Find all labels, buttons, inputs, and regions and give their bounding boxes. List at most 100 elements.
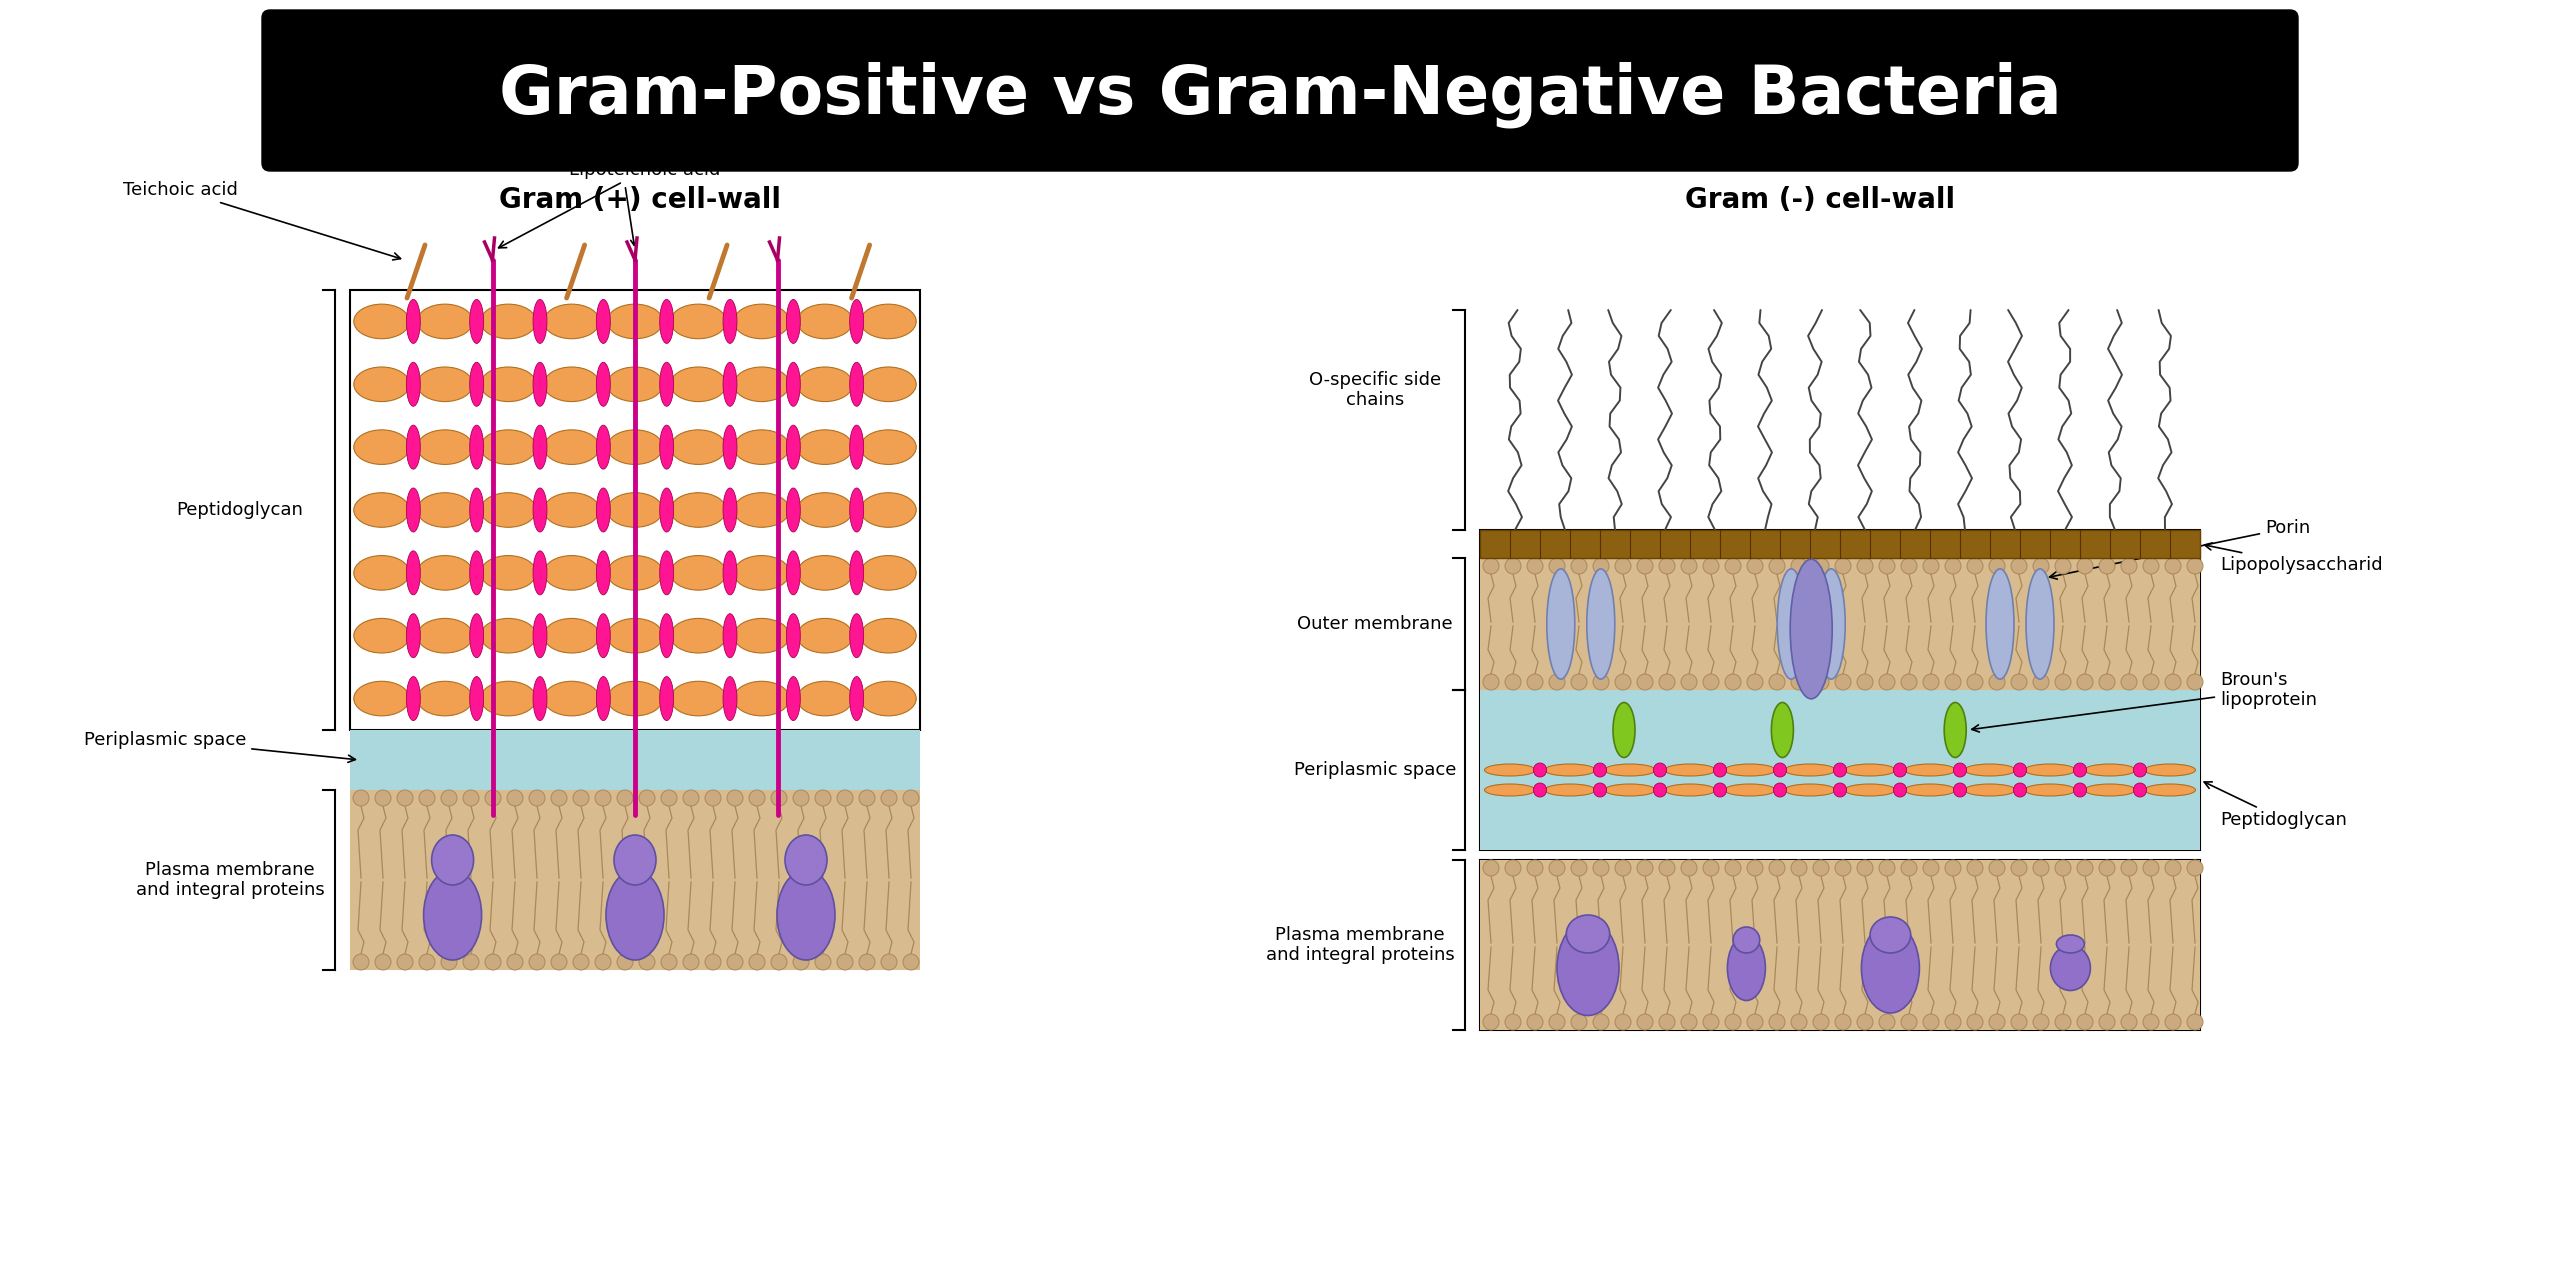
Ellipse shape — [1533, 783, 1546, 797]
Ellipse shape — [850, 300, 863, 343]
Ellipse shape — [2145, 783, 2196, 796]
Ellipse shape — [532, 488, 548, 532]
Circle shape — [1769, 675, 1784, 690]
Circle shape — [704, 790, 722, 806]
Circle shape — [1549, 860, 1564, 876]
Ellipse shape — [433, 835, 474, 884]
Ellipse shape — [2012, 783, 2028, 797]
Circle shape — [2012, 558, 2028, 573]
Bar — [1480, 860, 2199, 1030]
Ellipse shape — [417, 305, 474, 339]
Bar — [1480, 690, 2199, 850]
Ellipse shape — [2145, 764, 2196, 776]
Text: Peptidoglycan: Peptidoglycan — [2204, 782, 2348, 829]
Circle shape — [904, 954, 919, 970]
Circle shape — [1902, 558, 1917, 573]
Circle shape — [1812, 558, 1828, 573]
Ellipse shape — [607, 367, 663, 402]
Circle shape — [1946, 675, 1961, 690]
Circle shape — [2122, 675, 2138, 690]
Circle shape — [617, 790, 632, 806]
Circle shape — [420, 954, 435, 970]
Circle shape — [1812, 675, 1828, 690]
Ellipse shape — [1784, 783, 1836, 796]
Circle shape — [1856, 558, 1874, 573]
Circle shape — [374, 954, 392, 970]
Ellipse shape — [850, 613, 863, 658]
Text: Gram (+) cell-wall: Gram (+) cell-wall — [499, 186, 781, 214]
Ellipse shape — [850, 488, 863, 532]
Circle shape — [1682, 675, 1697, 690]
Circle shape — [750, 954, 765, 970]
Ellipse shape — [1544, 764, 1595, 776]
Ellipse shape — [543, 305, 599, 339]
Ellipse shape — [786, 425, 801, 470]
Circle shape — [1989, 558, 2004, 573]
Ellipse shape — [786, 550, 801, 595]
Ellipse shape — [671, 493, 727, 527]
Ellipse shape — [1544, 783, 1595, 796]
Circle shape — [1725, 1014, 1741, 1030]
Ellipse shape — [596, 613, 609, 658]
Circle shape — [1746, 558, 1764, 573]
Text: Lipopolysaccharid: Lipopolysaccharid — [2204, 543, 2383, 573]
Circle shape — [814, 954, 832, 970]
Circle shape — [1902, 860, 1917, 876]
Ellipse shape — [660, 677, 673, 721]
Circle shape — [727, 954, 742, 970]
Ellipse shape — [407, 425, 420, 470]
Ellipse shape — [1833, 763, 1846, 777]
Circle shape — [750, 790, 765, 806]
Ellipse shape — [786, 677, 801, 721]
Circle shape — [397, 954, 412, 970]
Text: Gram-Positive vs Gram-Negative Bacteria: Gram-Positive vs Gram-Negative Bacteria — [499, 61, 2061, 128]
Ellipse shape — [660, 425, 673, 470]
Ellipse shape — [532, 677, 548, 721]
Ellipse shape — [660, 613, 673, 658]
Text: Periplasmic space: Periplasmic space — [1293, 762, 1457, 780]
Circle shape — [794, 954, 809, 970]
Ellipse shape — [850, 550, 863, 595]
Ellipse shape — [353, 493, 410, 527]
Ellipse shape — [1725, 783, 1777, 796]
Circle shape — [1659, 1014, 1674, 1030]
Circle shape — [2012, 1014, 2028, 1030]
Circle shape — [1746, 675, 1764, 690]
Circle shape — [1482, 1014, 1500, 1030]
Circle shape — [2166, 1014, 2181, 1030]
Circle shape — [860, 790, 876, 806]
Circle shape — [530, 790, 545, 806]
Circle shape — [1989, 860, 2004, 876]
Circle shape — [617, 954, 632, 970]
Ellipse shape — [2056, 934, 2084, 954]
Circle shape — [1856, 1014, 1874, 1030]
Circle shape — [704, 954, 722, 970]
Circle shape — [1615, 1014, 1631, 1030]
Ellipse shape — [607, 493, 663, 527]
Ellipse shape — [1894, 763, 1907, 777]
Circle shape — [1526, 1014, 1544, 1030]
Circle shape — [2122, 860, 2138, 876]
Ellipse shape — [481, 493, 535, 527]
Ellipse shape — [1713, 763, 1725, 777]
Circle shape — [1812, 860, 1828, 876]
Circle shape — [1549, 675, 1564, 690]
Circle shape — [2056, 558, 2071, 573]
Ellipse shape — [1728, 936, 1766, 1001]
Circle shape — [1836, 860, 1851, 876]
Text: O-specific side
chains: O-specific side chains — [1308, 371, 1441, 410]
Ellipse shape — [407, 613, 420, 658]
Circle shape — [573, 790, 589, 806]
Circle shape — [1702, 558, 1718, 573]
Ellipse shape — [1953, 783, 1966, 797]
Ellipse shape — [407, 300, 420, 343]
Ellipse shape — [468, 425, 484, 470]
Circle shape — [2186, 860, 2204, 876]
Circle shape — [684, 954, 699, 970]
Bar — [1480, 530, 2199, 850]
Circle shape — [660, 790, 676, 806]
Ellipse shape — [353, 618, 410, 653]
Bar — [351, 291, 919, 730]
FancyBboxPatch shape — [261, 10, 2299, 172]
Circle shape — [640, 954, 655, 970]
